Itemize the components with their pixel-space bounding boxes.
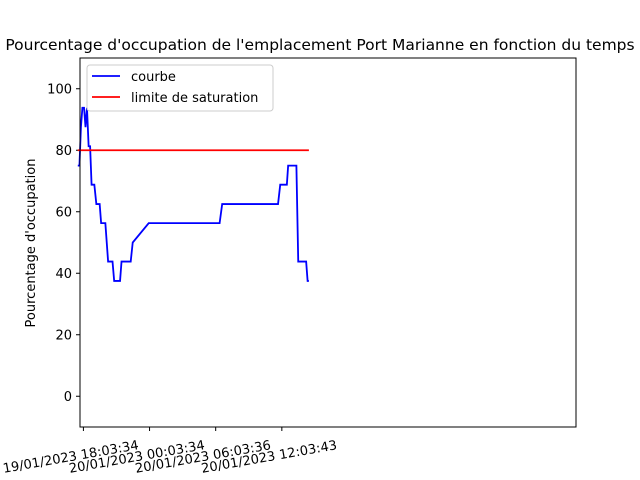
plot-area-frame: [79, 57, 577, 428]
legend: courbe limite de saturation: [86, 64, 274, 112]
y-axis: 0 20 40 60 80 100: [47, 82, 80, 405]
legend-label-limite-de-saturation: limite de saturation: [131, 91, 258, 106]
y-tick-label: 100: [47, 82, 72, 97]
y-tick-label: 60: [55, 205, 72, 220]
legend-label-courbe: courbe: [131, 70, 176, 85]
y-axis-label: Pourcentage d'occupation: [24, 159, 39, 328]
chart-title: Pourcentage d'occupation de l'emplacemen…: [5, 36, 634, 54]
legend-box: [86, 64, 274, 112]
y-tick-label: 40: [55, 267, 72, 282]
series-line-courbe: [77, 106, 309, 282]
y-tick-label: 20: [55, 328, 72, 343]
y-tick-label: 80: [55, 144, 72, 159]
y-tick-label: 0: [64, 390, 72, 405]
series-layer: [77, 106, 309, 282]
